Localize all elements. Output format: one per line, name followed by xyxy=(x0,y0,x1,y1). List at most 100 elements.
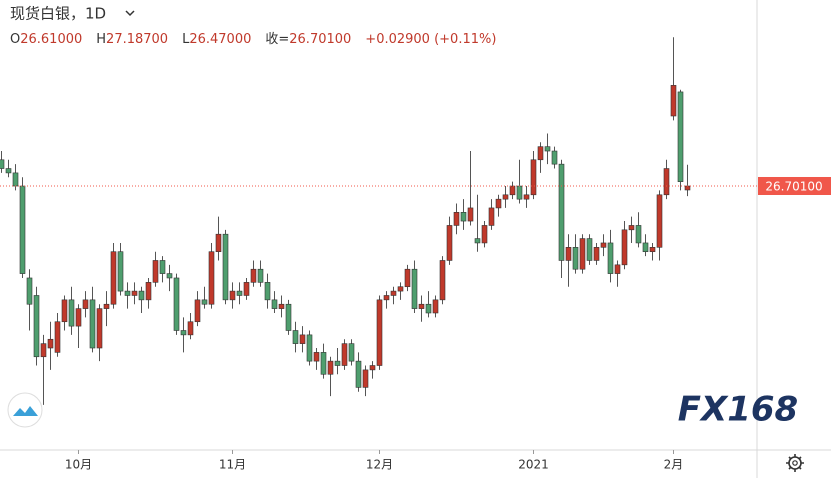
candle-body xyxy=(446,225,453,261)
settings-icon[interactable] xyxy=(786,454,804,472)
candle-body xyxy=(495,198,502,209)
candle-body xyxy=(19,185,26,274)
candle-body xyxy=(362,369,369,388)
candle-body xyxy=(320,352,327,375)
candle-body xyxy=(488,207,495,226)
candle-body xyxy=(12,172,19,187)
candle-body xyxy=(334,360,341,366)
candle-body xyxy=(516,185,523,200)
candle-body xyxy=(621,229,628,266)
candle-body xyxy=(47,338,54,349)
candle-body xyxy=(264,282,271,301)
candle-body xyxy=(523,194,530,200)
candle-body xyxy=(278,303,285,309)
candle-body xyxy=(369,365,376,371)
candle-body xyxy=(684,185,691,191)
candle-body xyxy=(551,150,558,165)
candle-body xyxy=(460,212,467,222)
candle-body xyxy=(208,251,215,305)
candle-body xyxy=(33,295,40,358)
candle-body xyxy=(159,260,166,274)
candle-body xyxy=(481,225,488,244)
candle-body xyxy=(89,299,96,349)
candle-body xyxy=(166,273,173,279)
candle-body xyxy=(670,85,677,117)
candle-body xyxy=(558,163,565,261)
candle-body xyxy=(467,207,474,222)
legend: O26.61000 H27.18700 L26.47000 收=26.70100 +0.… xyxy=(10,32,496,47)
candle-body xyxy=(579,238,586,270)
candle-body xyxy=(586,238,593,261)
price-label-box xyxy=(758,176,831,195)
candle-body xyxy=(649,247,656,253)
candle-body xyxy=(502,194,509,200)
candle-body xyxy=(397,286,404,292)
candle-body xyxy=(222,233,229,301)
candle-body xyxy=(383,295,390,301)
candle-body xyxy=(215,233,222,253)
candle-body xyxy=(257,268,264,283)
legend-key: H xyxy=(96,32,106,47)
candle-body xyxy=(509,185,516,196)
candle-body xyxy=(40,343,47,358)
legend-key: 收= xyxy=(265,32,289,47)
candle-body xyxy=(341,343,348,366)
candle-body xyxy=(54,321,61,353)
legend-value: 26.70100 xyxy=(289,32,351,47)
candle-body xyxy=(0,159,5,169)
candle-body xyxy=(565,247,572,261)
candle-body xyxy=(537,146,544,161)
candle-body xyxy=(663,168,670,196)
legend-value: 27.18700 xyxy=(106,32,168,47)
candle-body xyxy=(117,251,124,292)
candle-body xyxy=(411,268,418,309)
x-tick-label: 10月 xyxy=(65,458,92,472)
chart-title: 现货白银，1D xyxy=(10,5,106,23)
candle-body xyxy=(572,247,579,270)
legend-key: L xyxy=(182,32,190,47)
candle-body xyxy=(26,277,33,305)
candle-body xyxy=(173,277,180,331)
candle-body xyxy=(425,303,432,314)
candle-body xyxy=(327,360,334,375)
candle-body xyxy=(593,247,600,261)
logo-icon xyxy=(7,392,43,428)
candle-body xyxy=(544,146,551,152)
candle-body xyxy=(229,290,236,301)
candle-body xyxy=(180,330,187,336)
candle-body xyxy=(96,308,103,349)
candle-body xyxy=(439,260,446,301)
candle-body xyxy=(131,290,138,296)
dropdown-icon[interactable] xyxy=(125,10,135,17)
candle-body xyxy=(628,225,635,231)
x-tick-label: 12月 xyxy=(366,458,393,472)
candle-body xyxy=(5,168,12,174)
legend-value: 26.61000 xyxy=(20,32,82,47)
candle-body xyxy=(432,299,439,314)
watermark: FX168 xyxy=(678,390,798,430)
candle-body xyxy=(250,268,257,283)
candle-body xyxy=(404,268,411,288)
candle-body xyxy=(145,282,152,301)
price-label: 26.70100 xyxy=(765,179,822,193)
x-tick-label: 2月 xyxy=(664,458,684,472)
candle-body xyxy=(243,282,250,296)
candle-body xyxy=(313,352,320,362)
candle-body xyxy=(299,334,306,344)
candle-body xyxy=(194,299,201,323)
candle-body xyxy=(61,299,68,323)
candle-body xyxy=(635,225,642,244)
candle-body xyxy=(187,321,194,336)
candle-body xyxy=(292,330,299,344)
candle-body xyxy=(103,303,110,309)
candle-body xyxy=(614,264,621,274)
candle-body xyxy=(474,238,481,244)
candle-body xyxy=(376,299,383,366)
candle-body xyxy=(75,308,82,327)
x-tick-label: 11月 xyxy=(219,458,246,472)
candle-body xyxy=(285,303,292,331)
ohlc-legend: O26.61000 H27.18700 L26.47000 收=26.70100 +0.… xyxy=(10,32,496,47)
candle-body xyxy=(355,360,362,388)
candle-body xyxy=(68,299,75,327)
